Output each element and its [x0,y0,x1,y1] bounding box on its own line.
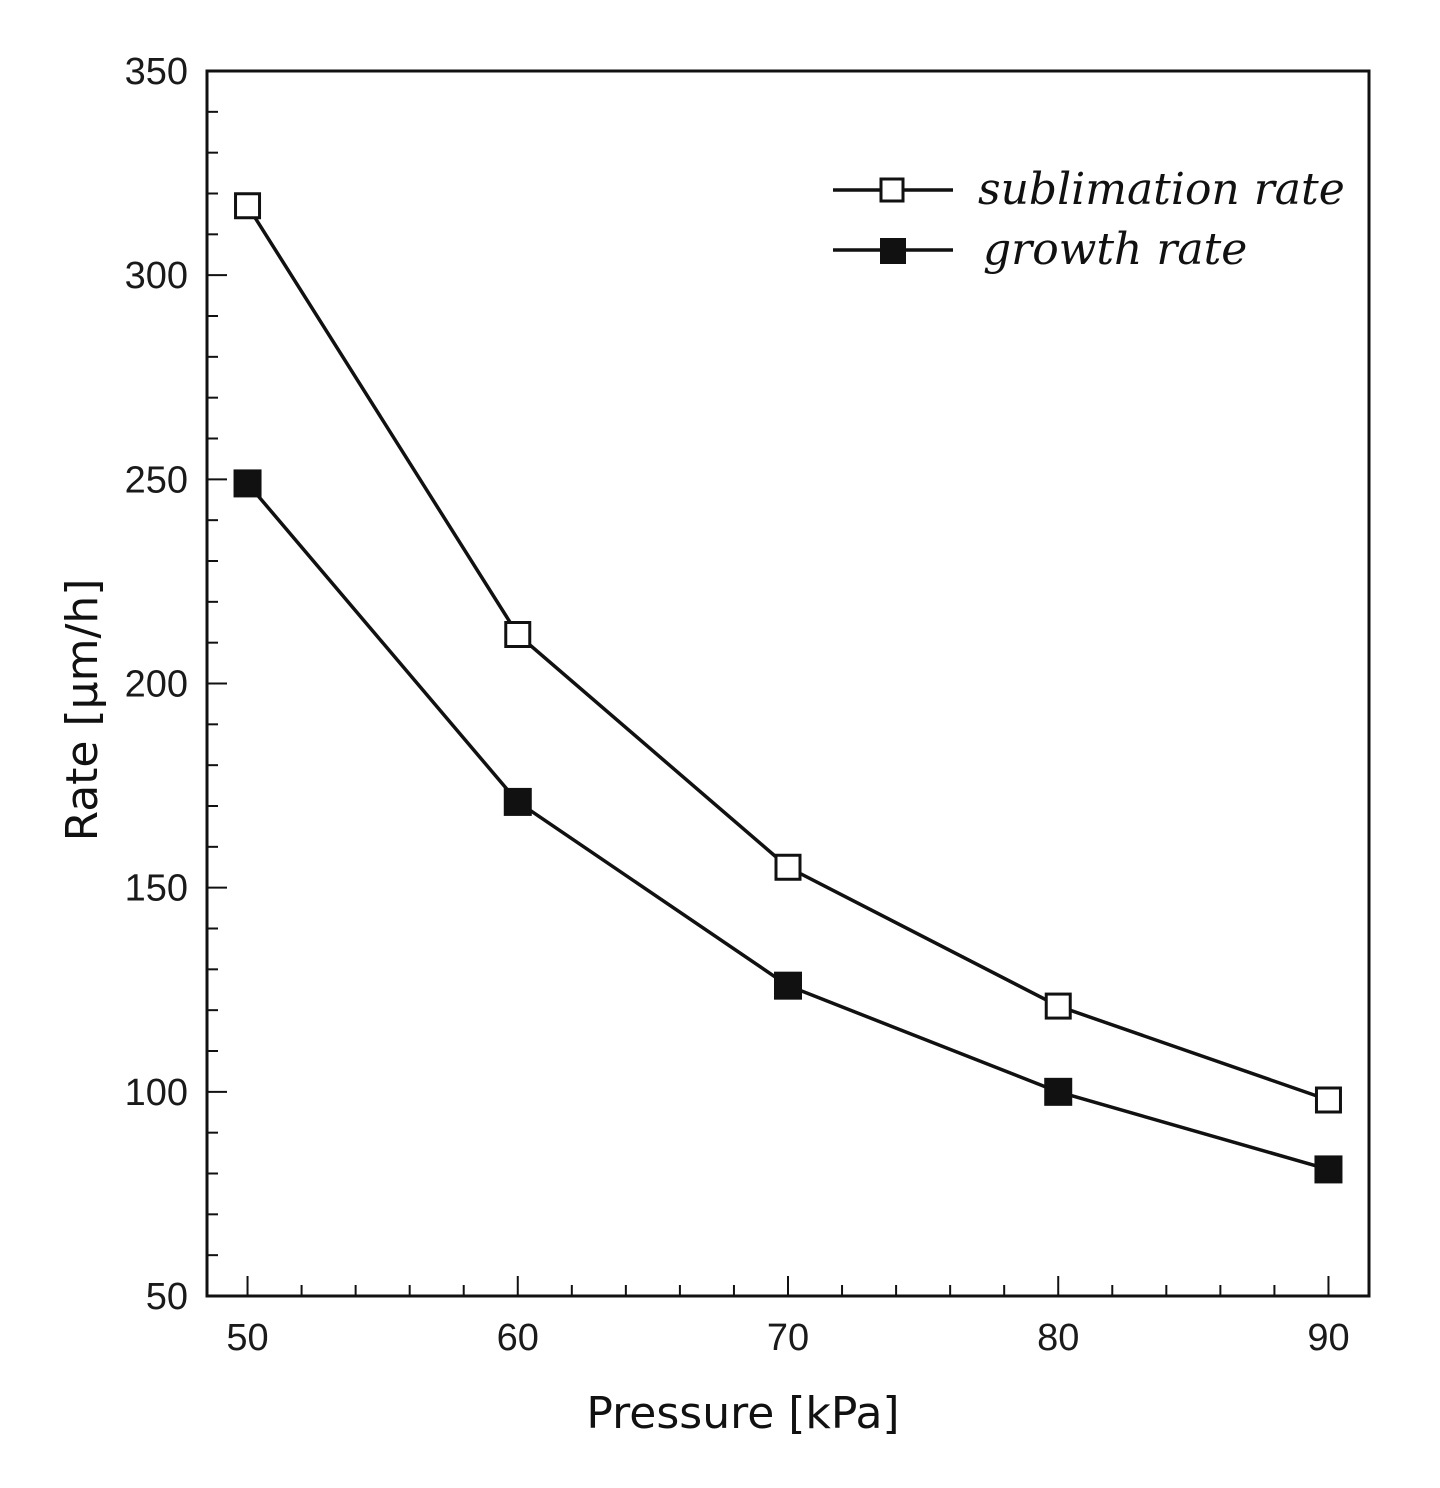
sublimation-point [234,192,262,220]
legend-label-growth: growth rate [983,224,1247,275]
y-tick-labels: 50 100 150 200 250 300 350 [125,51,188,1318]
y-tick-label: 350 [125,51,188,93]
x-tick-label: 70 [767,1317,809,1359]
y-tick-label: 150 [125,868,188,910]
x-tick-label: 60 [497,1317,539,1359]
growth-point [774,971,802,1000]
y-tick-label: 300 [125,255,188,297]
x-axis-title: Pressure [kPa] [586,1388,899,1439]
legend-marker-growth [880,238,906,264]
series-line-sublimation [246,204,1330,1102]
legend: sublimation rate growth rate [833,164,1345,275]
y-tick-label: 250 [125,459,188,501]
minor-ticks [207,110,1276,1296]
y-tick-label: 200 [125,664,188,706]
sublimation-point [774,853,802,881]
x-tick-label: 50 [226,1317,268,1359]
x-tick-label: 90 [1307,1317,1349,1359]
sublimation-point [1314,1086,1342,1114]
x-tick-labels: 50 60 70 80 90 [226,1317,1349,1359]
y-tick-label: 50 [146,1276,188,1318]
legend-marker-sublimation [879,177,905,203]
y-axis-title: Rate [µm/h] [57,579,108,842]
series-markers [233,192,1343,1184]
series-line-growth [246,482,1329,1172]
sublimation-point [1044,992,1072,1020]
growth-point [503,787,532,816]
y-tick-label: 100 [125,1072,188,1114]
growth-point [1044,1077,1073,1106]
growth-point [1314,1155,1343,1184]
x-tick-label: 80 [1037,1317,1079,1359]
sublimation-point [504,621,532,648]
growth-point [233,469,262,498]
major-ticks [207,70,1330,1297]
legend-label-sublimation: sublimation rate [978,164,1345,215]
series-lines [246,204,1330,1172]
